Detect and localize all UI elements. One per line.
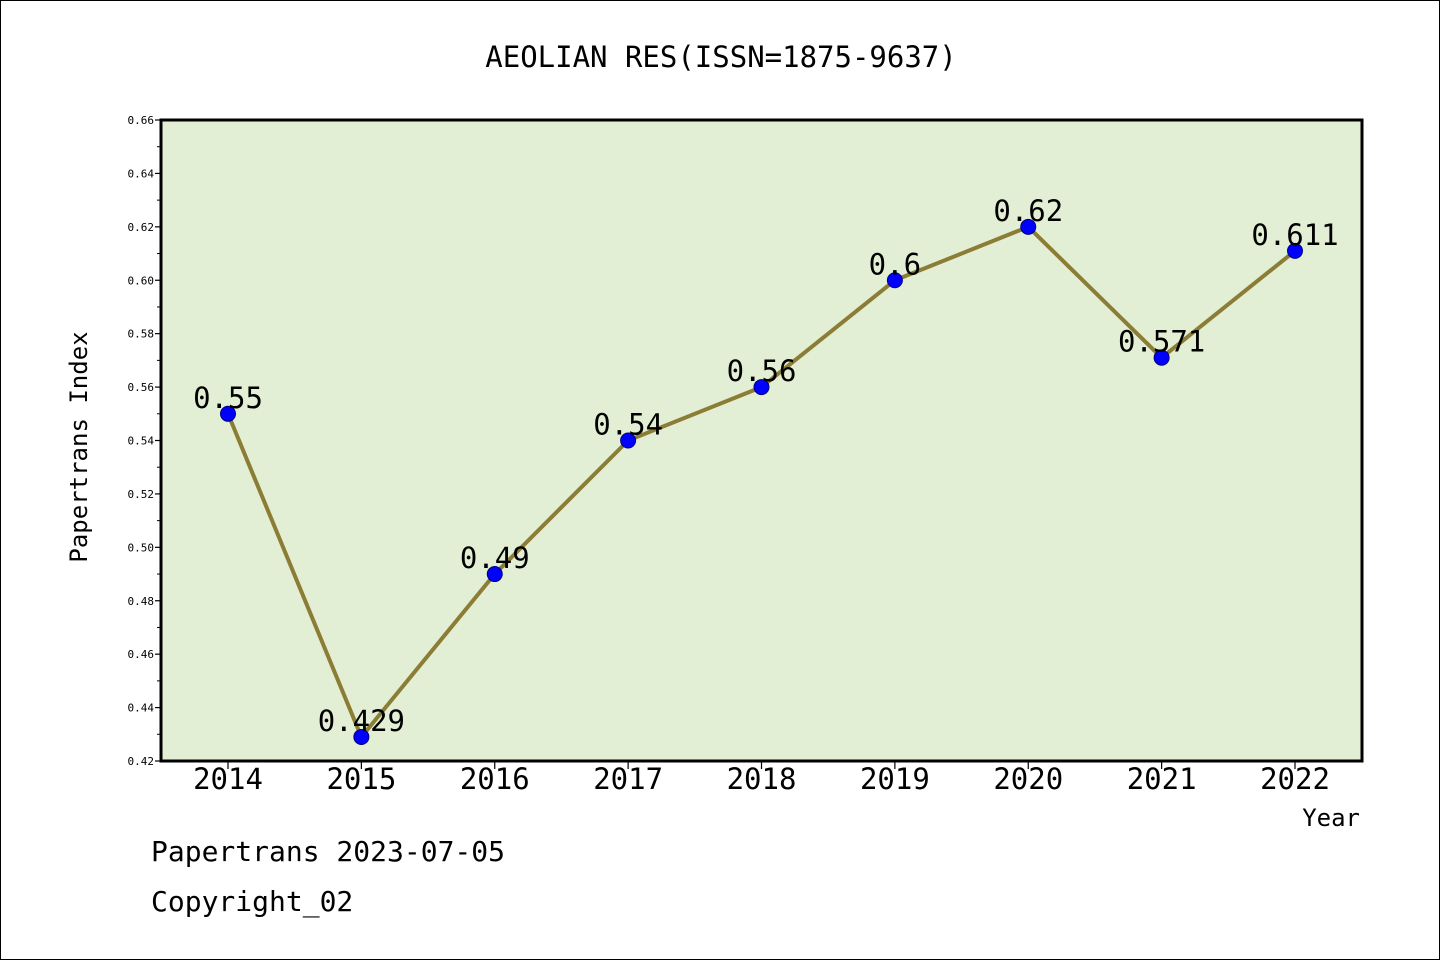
data-point-marker (1153, 349, 1170, 366)
x-tick-label: 2019 (860, 762, 930, 796)
x-tick-label: 2015 (326, 762, 396, 796)
y-tick-label: 0.64 (128, 167, 155, 180)
x-axis: 2014 2015 2016 2017 2018 2019 2020 2021 2022 (193, 761, 1330, 796)
data-label: 0.56 (727, 354, 797, 388)
data-point-marker (486, 566, 503, 583)
footer-date-text: Papertrans 2023-07-05 (151, 835, 506, 868)
data-label: 0.611 (1251, 218, 1338, 252)
y-axis-label: Papertrans Index (65, 331, 93, 562)
y-tick-label: 0.46 (128, 648, 155, 661)
y-tick-label: 0.48 (128, 595, 155, 608)
data-point-marker (220, 405, 236, 422)
y-tick-label: 0.62 (128, 221, 155, 234)
footer-copyright-text: Copyright_02 (151, 885, 354, 918)
data-label: 0.49 (460, 541, 530, 575)
y-tick-label: 0.44 (128, 702, 155, 715)
data-point-marker (886, 272, 903, 289)
data-point-marker (1287, 242, 1303, 259)
x-tick-label: 2020 (993, 762, 1063, 796)
data-point-marker (353, 728, 370, 745)
y-tick-label: 0.50 (128, 541, 155, 554)
data-point-marker (753, 379, 770, 396)
data-label: 0.6 (869, 247, 921, 281)
x-tick-label: 2014 (193, 762, 263, 796)
data-label: 0.571 (1118, 325, 1205, 359)
data-label: 0.54 (593, 408, 663, 442)
y-tick-label: 0.42 (128, 755, 155, 768)
y-axis: 0.42 0.44 0.46 0.48 0.50 0.52 0.54 0.56 0.58 0.60… (128, 114, 161, 768)
data-labels-group: 0.55 0.429 0.49 0.54 0.56 0.6 0.62 0.571 0.611 (193, 194, 1339, 738)
x-tick-label: 2021 (1127, 762, 1197, 796)
y-tick-label: 0.54 (128, 435, 155, 448)
data-point-marker (620, 432, 637, 449)
plot-area-background (161, 120, 1362, 761)
chart-title: AEOLIAN RES(ISSN=1875-9637) (485, 40, 956, 74)
y-tick-label: 0.60 (128, 274, 155, 287)
data-point-marker (1020, 218, 1037, 235)
x-tick-label: 2016 (460, 762, 530, 796)
y-tick-label: 0.66 (128, 114, 155, 127)
markers-group (220, 218, 1303, 745)
y-tick-label: 0.52 (128, 488, 155, 501)
x-tick-label: 2017 (593, 762, 663, 796)
y-tick-label: 0.56 (128, 381, 155, 394)
x-axis-label: Year (1302, 804, 1360, 832)
data-label: 0.55 (193, 381, 263, 415)
x-tick-label: 2018 (727, 762, 797, 796)
x-tick-label: 2022 (1260, 762, 1330, 796)
data-label: 0.62 (993, 194, 1063, 228)
y-tick-label: 0.58 (128, 328, 155, 341)
data-label: 0.429 (318, 704, 405, 738)
